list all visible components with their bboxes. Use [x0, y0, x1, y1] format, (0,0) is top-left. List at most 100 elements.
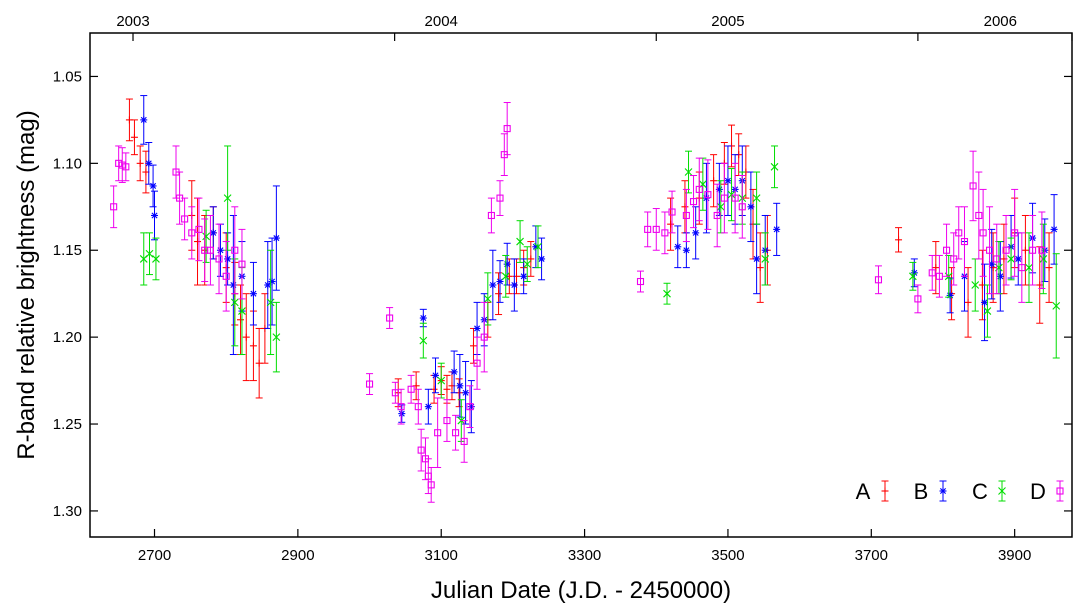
error-bar [434, 397, 442, 468]
x-tick-label: 3300 [568, 547, 601, 564]
data-point [523, 260, 532, 269]
data-point [249, 342, 257, 350]
error-bar [181, 197, 189, 241]
error-bar [661, 211, 669, 255]
data-point [216, 246, 224, 254]
error-bar [738, 175, 746, 239]
data-point [1029, 246, 1037, 254]
data-point [1038, 246, 1046, 254]
data-point [636, 277, 645, 286]
data-point [503, 260, 511, 268]
error-bar [231, 206, 239, 295]
error-bar [201, 218, 209, 283]
data-point [496, 194, 504, 202]
data-point [391, 389, 399, 397]
error-bar [960, 206, 968, 277]
data-point [682, 246, 690, 254]
data-point [674, 243, 682, 251]
data-point [466, 403, 474, 411]
data-point [996, 272, 1004, 280]
error-bar [969, 150, 977, 222]
error-bar [652, 208, 660, 251]
error-bar [452, 414, 460, 451]
error-bar [1029, 214, 1037, 286]
data-point [932, 264, 940, 272]
data-point [527, 255, 535, 263]
data-point [230, 298, 239, 307]
data-point [431, 371, 439, 379]
data-point [242, 333, 250, 341]
error-bar [993, 223, 1001, 295]
data-point [1014, 255, 1022, 263]
error-bar [914, 284, 922, 314]
data-point [268, 278, 276, 286]
data-point [516, 237, 524, 246]
axis-ticks: 2700 2900 3100 3300 3500 3700 3900 1.05 1.10 1.15… [53, 13, 1073, 564]
data-point [761, 255, 770, 263]
data-point [115, 159, 123, 167]
y-tick-label: 1.30 [53, 503, 82, 520]
x-tick-label: 3700 [855, 547, 888, 564]
data-point [644, 225, 652, 233]
error-bar [480, 301, 488, 373]
error-bar [690, 175, 698, 229]
data-point [695, 185, 703, 193]
data-point [450, 368, 458, 376]
error-bar [975, 171, 983, 260]
data-point [424, 403, 432, 411]
error-bar [986, 206, 994, 295]
data-point [427, 481, 435, 489]
data-point [223, 194, 232, 202]
data-point [130, 133, 138, 141]
data-point [534, 242, 542, 251]
plot-frame [89, 32, 1073, 538]
error-bar [668, 190, 676, 234]
data-point [773, 225, 781, 233]
data-point [1018, 264, 1026, 272]
data-point [510, 281, 518, 289]
year-label: 2003 [116, 13, 149, 30]
data-point [443, 417, 451, 425]
error-bar [188, 206, 196, 260]
error-bar [644, 211, 652, 248]
error-bar [238, 228, 246, 300]
data-point [460, 437, 468, 445]
data-point [682, 211, 690, 220]
y-tick-label: 1.20 [53, 329, 82, 346]
data-point [145, 249, 154, 258]
data-point [975, 211, 983, 220]
data-point [398, 410, 406, 418]
data-point [661, 229, 669, 237]
data-point [480, 333, 488, 341]
data-point [993, 255, 1001, 263]
data-point [215, 255, 223, 263]
data-point [943, 246, 951, 254]
data-point [895, 236, 903, 244]
data-point [955, 229, 963, 237]
data-point [231, 246, 239, 254]
data-point [142, 168, 150, 176]
data-point [238, 307, 246, 315]
data-point [1007, 255, 1015, 263]
error-bar [407, 374, 415, 404]
data-point [483, 295, 492, 303]
data-point [469, 342, 477, 350]
x-axis-title: Julian Date (J.D. - 2450000) [431, 577, 731, 604]
data-point [928, 269, 936, 277]
error-bar [460, 420, 468, 463]
error-bar [215, 223, 223, 295]
error-bar [176, 171, 184, 225]
error-bar [466, 385, 474, 429]
data-point [264, 281, 272, 289]
data-point [419, 336, 428, 345]
data-point [770, 162, 779, 171]
data-point [222, 272, 230, 280]
series-D [110, 102, 1046, 503]
data-point [118, 161, 126, 169]
y-tick-label: 1.10 [53, 155, 82, 172]
legend-marker [998, 487, 1006, 495]
error-bar [366, 373, 374, 395]
data-point [1045, 264, 1053, 272]
data-point [149, 182, 157, 190]
